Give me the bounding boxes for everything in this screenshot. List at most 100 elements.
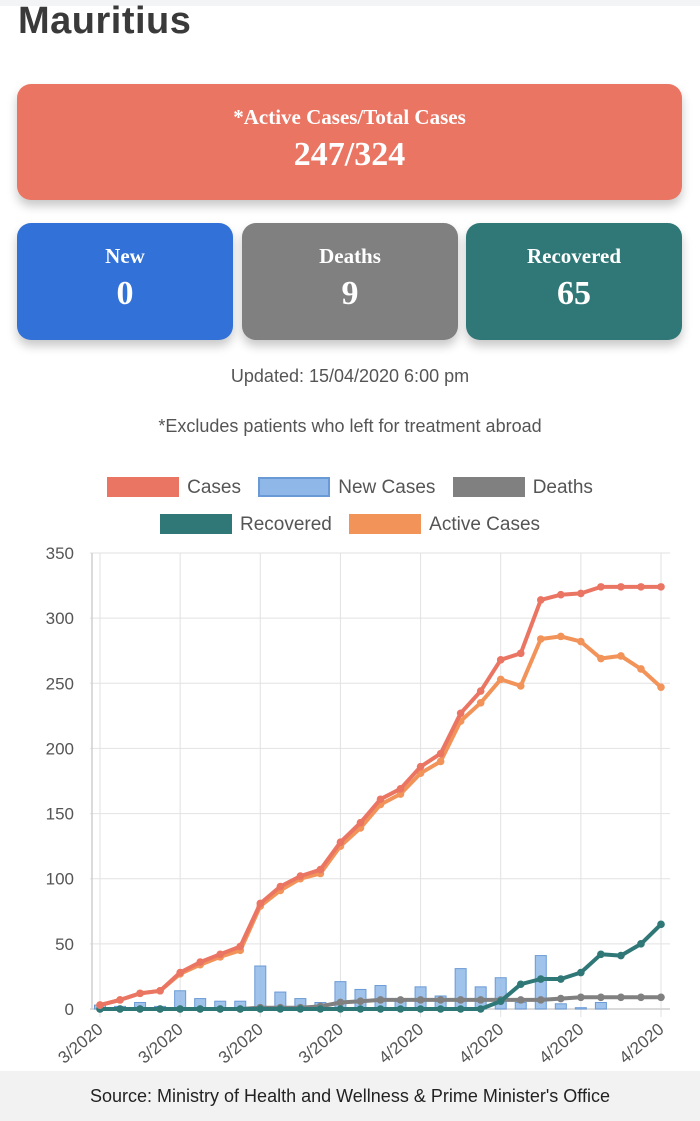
recovered-point: [416, 1005, 425, 1013]
active-cases-line: [98, 634, 663, 1008]
active-cases-point: [436, 757, 445, 766]
x-tick-label: 3/2020: [135, 1020, 187, 1068]
deaths-point: [637, 993, 645, 1002]
deaths-point: [336, 998, 345, 1007]
deaths-point: [476, 996, 485, 1004]
deaths-value: 9: [341, 275, 359, 312]
active-total-value: 247/324: [293, 136, 406, 173]
new-cases-bar: [554, 1003, 567, 1010]
active-cases-point: [577, 637, 585, 646]
recovered-point: [597, 950, 605, 959]
y-tick-label: 200: [46, 739, 74, 758]
cases-point: [597, 583, 605, 591]
recovered-point: [396, 1005, 405, 1013]
y-tick-label: 0: [65, 1000, 74, 1019]
cases-point: [536, 596, 545, 604]
active-cases-point: [396, 790, 405, 798]
recovered-point: [116, 1005, 124, 1013]
deaths-label: Deaths: [319, 244, 381, 268]
new-label: New: [105, 244, 145, 268]
updated-timestamp: Updated: 15/04/2020 6:00 pm: [230, 366, 470, 386]
legend-label-active-cases: Active Cases: [429, 514, 541, 535]
page-title: Mauritius: [18, 0, 192, 42]
legend-item-recovered[interactable]: Recovered: [159, 514, 332, 536]
exclusion-note: *Excludes patients who left for treatmen…: [158, 416, 542, 436]
x-tick-label: 3/2020: [55, 1020, 107, 1068]
legend-label-deaths: Deaths: [532, 477, 593, 498]
recovered-point: [456, 1005, 465, 1013]
cases-point: [116, 996, 124, 1004]
legend-swatch-new-cases: [258, 477, 331, 497]
new-card: New 0: [17, 223, 233, 340]
cases-point: [256, 899, 265, 908]
active-cases-point: [516, 682, 525, 690]
deaths-point: [376, 996, 385, 1004]
cases-point: [416, 762, 425, 771]
recovered-point: [376, 1005, 385, 1013]
chart-legend-row-1: Cases New Cases Deaths: [0, 477, 700, 499]
recovered-point: [276, 1005, 285, 1013]
cases-point: [476, 687, 485, 695]
y-tick-label: 250: [46, 674, 74, 693]
new-cases-bar: [254, 965, 267, 1010]
cases-point: [376, 795, 385, 804]
active-cases-point: [637, 665, 645, 673]
y-tick-label: 300: [46, 609, 74, 628]
cases-point: [496, 656, 505, 664]
active-cases-point: [597, 654, 605, 663]
recovered-point: [476, 1005, 485, 1013]
recovered-point: [557, 975, 565, 983]
cases-point: [236, 942, 245, 951]
deaths-point: [516, 996, 525, 1004]
cases-point: [336, 838, 345, 847]
legend-label-cases: Cases: [187, 477, 241, 498]
new-cases-bar: [494, 977, 507, 1010]
x-tick-label: 4/2020: [535, 1020, 587, 1068]
legend-label-new-cases: New Cases: [338, 477, 436, 498]
x-tick-label: 4/2020: [375, 1020, 427, 1068]
recovered-point: [216, 1005, 225, 1013]
new-cases-bar: [594, 1001, 607, 1010]
recovered-value: 65: [557, 275, 591, 312]
recovered-point: [336, 1005, 345, 1013]
legend-item-active-cases[interactable]: Active Cases: [349, 514, 540, 536]
recovered-point: [436, 1005, 445, 1013]
new-cases-bar: [574, 1007, 587, 1010]
cases-point: [276, 882, 285, 891]
cases-point: [96, 1001, 104, 1009]
cases-point: [356, 818, 365, 827]
cases-point: [196, 958, 204, 966]
active-total-label: *Active Cases/Total Cases: [233, 105, 466, 129]
recovered-point: [256, 1005, 265, 1013]
x-tick-label: 4/2020: [616, 1020, 668, 1068]
deaths-point: [657, 993, 665, 1002]
recovered-point: [577, 968, 585, 977]
recovered-point: [496, 997, 505, 1005]
recovered-point: [637, 940, 645, 948]
active-total-card: *Active Cases/Total Cases 247/324: [17, 84, 682, 200]
x-tick-label: 3/2020: [215, 1020, 267, 1068]
x-tick-label: 4/2020: [455, 1020, 507, 1068]
cases-point: [516, 649, 525, 658]
cases-point: [136, 989, 144, 998]
legend-swatch-recovered: [159, 514, 232, 534]
recovered-point: [536, 975, 545, 983]
deaths-point: [416, 996, 425, 1004]
legend-swatch-active-cases: [349, 514, 422, 534]
legend-swatch-deaths: [452, 477, 525, 497]
cases-point: [637, 583, 645, 591]
deaths-point: [536, 996, 545, 1004]
deaths-point: [617, 993, 625, 1002]
recovered-point: [176, 1005, 184, 1013]
active-cases-point: [617, 652, 625, 660]
cases-point: [577, 589, 585, 598]
recovered-point: [356, 1005, 365, 1013]
legend-item-cases[interactable]: Cases: [107, 477, 241, 499]
legend-item-deaths[interactable]: Deaths: [452, 477, 593, 499]
legend-item-new-cases[interactable]: New Cases: [258, 477, 435, 499]
recovered-card: Recovered 65: [466, 223, 682, 340]
recovered-point: [657, 920, 665, 929]
y-tick-label: 150: [46, 805, 74, 824]
cases-point: [456, 709, 465, 718]
y-tick-label: 50: [55, 935, 74, 954]
